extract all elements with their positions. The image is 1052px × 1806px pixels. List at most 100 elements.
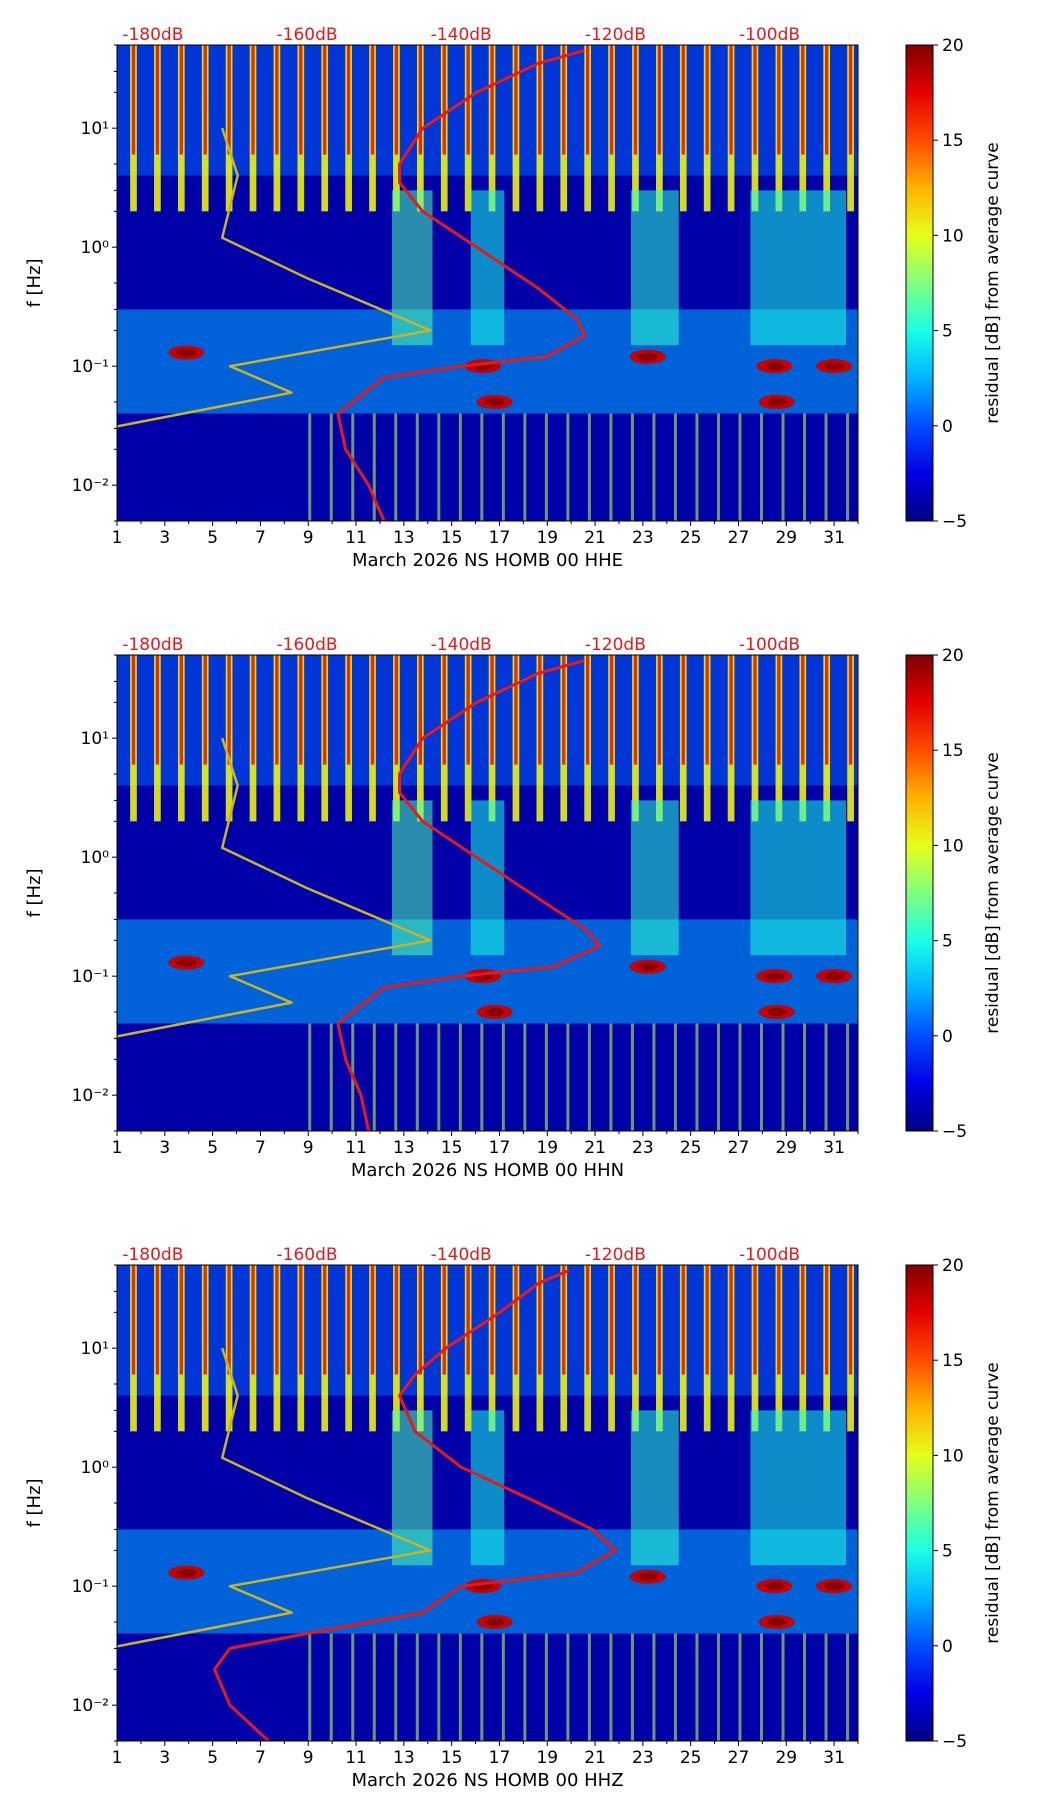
psd-curve — [213, 1269, 617, 1741]
x-tick-label: 3 — [159, 1748, 170, 1768]
y-tick-label: 10⁻¹ — [72, 1577, 109, 1597]
top-axis-label: -180dB — [122, 1245, 183, 1265]
storm-period — [470, 1410, 505, 1566]
y-axis-label: f [Hz] — [24, 868, 45, 917]
burst-core-day-2 — [155, 45, 160, 155]
lowfreq-streak — [329, 413, 333, 521]
microseism-hotspot-core — [484, 398, 505, 406]
noise-model-curve — [117, 1347, 432, 1648]
burst-core-day-20 — [585, 1265, 590, 1375]
burst-core-day-8 — [299, 655, 303, 765]
burst-core-day-27 — [753, 655, 757, 765]
lowfreq-streak — [480, 1023, 484, 1131]
lowfreq-streak — [437, 1633, 441, 1741]
burst-core-day-22 — [633, 1265, 638, 1375]
burst-core-day-29 — [801, 45, 805, 155]
x-tick-label: 7 — [255, 1138, 266, 1158]
burst-core-day-6 — [251, 1265, 255, 1375]
burst-core-day-5 — [227, 655, 231, 765]
burst-core-day-18 — [538, 1265, 542, 1375]
x-tick-label: 3 — [159, 528, 170, 548]
lowfreq-streak — [587, 1633, 591, 1741]
burst-core-day-13 — [418, 655, 423, 765]
lowfreq-streak — [544, 1023, 548, 1131]
band-high-frequency-bursts — [117, 45, 858, 176]
burst-core-day-4 — [203, 1265, 207, 1375]
burst-core-day-12 — [394, 45, 399, 155]
microseism-hotspot-core — [824, 362, 845, 371]
burst-core-day-21 — [609, 1265, 614, 1375]
burst-core-day-25 — [705, 1265, 709, 1375]
lowfreq-streak — [544, 1633, 548, 1741]
storm-period — [750, 190, 847, 346]
colorbar-tick-label: 5 — [942, 1542, 953, 1562]
microseism-hotspot-core — [766, 1008, 787, 1016]
burst-core-day-18 — [538, 45, 542, 155]
colorbar-tick-label: −5 — [942, 1122, 967, 1142]
lowfreq-streak — [652, 1023, 656, 1131]
top-axis-label: -160dB — [277, 635, 338, 655]
burst-core-day-30 — [825, 655, 829, 765]
microseism-hotspot-core — [176, 1568, 197, 1577]
lowfreq-streak — [759, 1023, 763, 1131]
burst-core-day-25 — [705, 655, 709, 765]
burst-core-day-14 — [442, 45, 446, 155]
colorbar-tick-label: 0 — [942, 417, 953, 437]
band-high-frequency-bursts — [117, 655, 858, 786]
microseism-hotspot-core — [824, 1582, 845, 1591]
colorbar-gradient — [905, 44, 934, 522]
burst-core-day-27 — [753, 45, 757, 155]
storm-period — [470, 800, 505, 956]
colorbar-gradient — [905, 1264, 934, 1742]
lowfreq-streak — [501, 1023, 505, 1131]
top-axis-label: -140dB — [431, 1245, 492, 1265]
x-tick-label: 19 — [536, 1748, 558, 1768]
burst-core-day-12 — [394, 655, 399, 765]
x-tick-label: 17 — [489, 528, 511, 548]
burst-core-day-28 — [777, 1265, 781, 1375]
noise-model-curve — [117, 127, 432, 428]
burst-core-day-29 — [801, 1265, 805, 1375]
lowfreq-streak — [480, 413, 484, 521]
burst-core-day-24 — [681, 1265, 685, 1375]
lowfreq-streak — [480, 1633, 484, 1741]
top-axis-label: -180dB — [122, 25, 183, 45]
lowfreq-streak — [630, 413, 634, 521]
x-tick-label: 25 — [680, 528, 702, 548]
lowfreq-streak — [716, 1633, 720, 1741]
lowfreq-streak — [695, 1023, 699, 1131]
lowfreq-streak — [308, 1023, 312, 1131]
storm-period — [750, 800, 847, 956]
burst-core-day-5 — [227, 45, 231, 155]
burst-core-day-3 — [179, 655, 183, 765]
top-axis-label: -100dB — [739, 25, 800, 45]
burst-core-day-7 — [275, 655, 279, 765]
burst-core-day-9 — [323, 45, 327, 155]
lowfreq-streak — [652, 1633, 656, 1741]
microseism-hotspot-core — [764, 362, 785, 371]
burst-core-day-3 — [179, 1265, 183, 1375]
burst-core-day-14 — [442, 1265, 446, 1375]
y-tick-label: 10⁰ — [81, 1458, 110, 1478]
y-tick-label: 10⁰ — [81, 848, 110, 868]
psd-curve — [336, 658, 602, 1131]
microseism-hotspot-core — [824, 972, 845, 981]
burst-core-day-17 — [514, 45, 518, 155]
x-tick-label: 19 — [536, 1138, 558, 1158]
x-tick-label: 17 — [489, 1138, 511, 1158]
lowfreq-streak — [609, 1633, 613, 1741]
lowfreq-streak — [803, 413, 807, 521]
x-tick-label: 9 — [303, 1748, 314, 1768]
burst-core-day-26 — [729, 1265, 733, 1375]
lowfreq-streak — [458, 1023, 462, 1131]
burst-core-day-24 — [681, 45, 685, 155]
lowfreq-streak — [803, 1633, 807, 1741]
lowfreq-streak — [372, 1633, 376, 1741]
top-axis-label: -120dB — [585, 635, 646, 655]
lowfreq-streak — [846, 1633, 850, 1741]
x-tick-label: 17 — [489, 1748, 511, 1768]
burst-core-day-1 — [131, 45, 136, 155]
lowfreq-streak — [394, 1023, 398, 1131]
burst-core-day-23 — [657, 1265, 662, 1375]
